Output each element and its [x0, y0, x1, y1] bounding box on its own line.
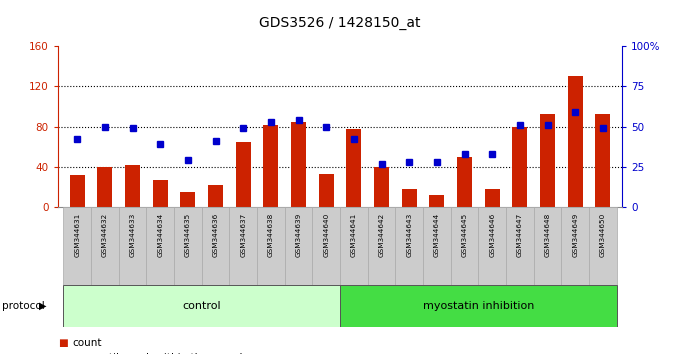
Bar: [285, 207, 312, 285]
Text: GSM344638: GSM344638: [268, 212, 274, 257]
Text: GSM344631: GSM344631: [74, 212, 80, 257]
Bar: [485, 189, 500, 207]
Bar: [125, 165, 140, 207]
Text: percentile rank within the sample: percentile rank within the sample: [73, 353, 249, 354]
Bar: [63, 285, 340, 327]
Text: ■: ■: [58, 338, 67, 348]
Text: GSM344632: GSM344632: [102, 212, 108, 257]
Text: protocol: protocol: [2, 301, 45, 311]
Bar: [257, 207, 285, 285]
Bar: [346, 129, 362, 207]
Text: GSM344646: GSM344646: [489, 212, 495, 257]
Text: ■: ■: [58, 353, 67, 354]
Bar: [152, 180, 168, 207]
Text: GSM344636: GSM344636: [213, 212, 218, 257]
Text: GSM344650: GSM344650: [600, 212, 606, 257]
Bar: [263, 125, 278, 207]
Text: myostatin inhibition: myostatin inhibition: [423, 301, 534, 311]
Text: GSM344634: GSM344634: [157, 212, 163, 257]
Bar: [312, 207, 340, 285]
Bar: [506, 207, 534, 285]
Bar: [208, 185, 223, 207]
Bar: [478, 207, 506, 285]
Bar: [69, 175, 85, 207]
Bar: [174, 207, 202, 285]
Bar: [589, 207, 617, 285]
Text: GSM344647: GSM344647: [517, 212, 523, 257]
Bar: [429, 195, 445, 207]
Bar: [318, 174, 334, 207]
Text: GSM344640: GSM344640: [323, 212, 329, 257]
Bar: [423, 207, 451, 285]
Bar: [457, 157, 472, 207]
Bar: [374, 167, 389, 207]
Text: GSM344642: GSM344642: [379, 212, 384, 257]
Bar: [534, 207, 561, 285]
Text: GSM344635: GSM344635: [185, 212, 191, 257]
Text: GSM344645: GSM344645: [462, 212, 468, 257]
Text: GSM344649: GSM344649: [572, 212, 578, 257]
Bar: [568, 76, 583, 207]
Bar: [395, 207, 423, 285]
Bar: [540, 114, 555, 207]
Bar: [402, 189, 417, 207]
Text: ▶: ▶: [39, 301, 47, 311]
Bar: [512, 127, 528, 207]
Bar: [340, 285, 617, 327]
Bar: [291, 121, 306, 207]
Text: GSM344644: GSM344644: [434, 212, 440, 257]
Bar: [119, 207, 146, 285]
Text: count: count: [73, 338, 102, 348]
Bar: [229, 207, 257, 285]
Text: GSM344633: GSM344633: [129, 212, 135, 257]
Bar: [63, 207, 91, 285]
Text: GSM344648: GSM344648: [545, 212, 551, 257]
Bar: [561, 207, 589, 285]
Bar: [91, 207, 119, 285]
Bar: [340, 207, 368, 285]
Bar: [97, 167, 112, 207]
Text: GDS3526 / 1428150_at: GDS3526 / 1428150_at: [259, 16, 421, 30]
Text: GSM344643: GSM344643: [406, 212, 412, 257]
Bar: [368, 207, 395, 285]
Text: GSM344639: GSM344639: [296, 212, 301, 257]
Bar: [451, 207, 478, 285]
Bar: [595, 114, 611, 207]
Bar: [202, 207, 229, 285]
Bar: [146, 207, 174, 285]
Text: GSM344641: GSM344641: [351, 212, 357, 257]
Bar: [235, 142, 251, 207]
Text: GSM344637: GSM344637: [240, 212, 246, 257]
Text: control: control: [182, 301, 221, 311]
Bar: [180, 192, 195, 207]
